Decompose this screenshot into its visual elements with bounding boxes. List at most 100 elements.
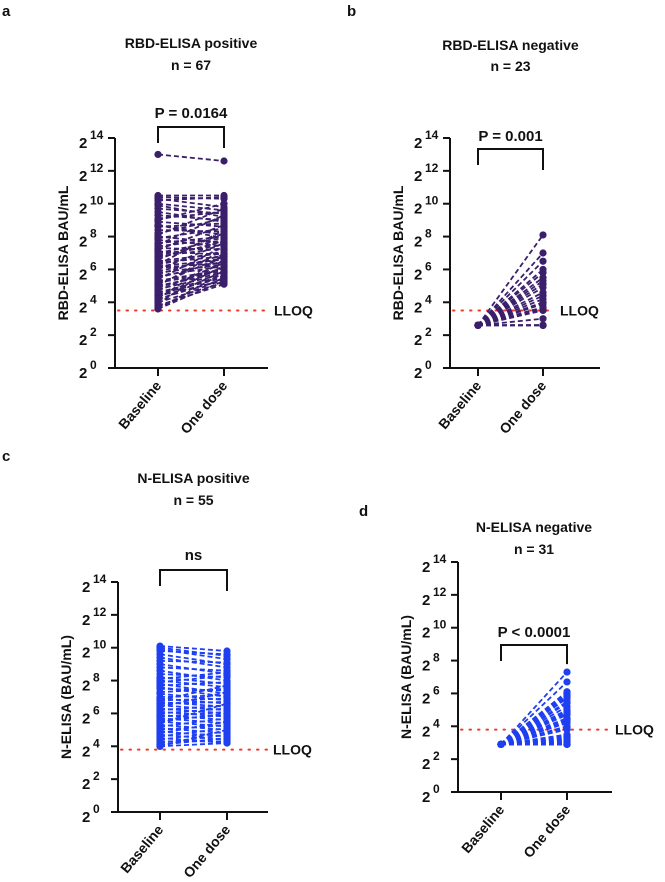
baseline-point xyxy=(156,718,164,726)
y-tick-base: 2 xyxy=(422,690,430,707)
baseline-point xyxy=(156,675,164,683)
one-dose-point xyxy=(539,257,547,265)
pair-line xyxy=(159,691,228,708)
y-tick-base: 2 xyxy=(414,168,422,185)
y-axis-label: N-ELISA (BAU/mL) xyxy=(398,615,414,739)
y-tick-base: 2 xyxy=(422,592,430,609)
x-tick-label: Baseline xyxy=(115,377,164,432)
y-tick-base: 2 xyxy=(414,365,422,382)
baseline-point xyxy=(474,321,482,329)
one-dose-point xyxy=(223,709,231,718)
chart-title: N-ELISA negative xyxy=(476,519,592,535)
y-tick-base: 2 xyxy=(422,559,430,576)
baseline-point xyxy=(154,216,162,224)
pair-line xyxy=(159,728,228,748)
baseline-point xyxy=(154,150,162,159)
pair-line xyxy=(477,268,544,326)
pair-line xyxy=(157,275,225,294)
pair-line xyxy=(157,224,225,251)
one-dose-point xyxy=(220,211,228,219)
panel-letter: b xyxy=(347,3,356,20)
y-tick-exponent: 10 xyxy=(90,194,104,208)
pair-line xyxy=(159,707,228,715)
pair-line xyxy=(159,742,228,748)
pair-line xyxy=(157,202,225,222)
one-dose-point xyxy=(220,262,228,270)
pair-line xyxy=(157,235,225,245)
x-tick-label: One dose xyxy=(180,821,233,877)
x-tick-label: One dose xyxy=(177,377,230,436)
y-axis-label: N-ELISA (BAU/mL) xyxy=(58,635,74,759)
significance-bracket xyxy=(477,148,544,170)
pair-line xyxy=(500,671,568,745)
y-tick-exponent: 10 xyxy=(425,194,439,208)
y-tick-exponent: 12 xyxy=(90,161,104,175)
baseline-point xyxy=(154,305,162,313)
y-axis-label: RBD-ELISA BAU/mL xyxy=(390,185,406,320)
baseline-point xyxy=(154,295,162,303)
y-tick-exponent: 0 xyxy=(90,358,97,372)
chart-title: RBD-ELISA positive xyxy=(125,35,258,51)
y-tick-base: 2 xyxy=(82,678,90,695)
significance-label: P < 0.0001 xyxy=(498,624,571,641)
one-dose-point xyxy=(220,205,228,213)
one-dose-point xyxy=(563,740,571,748)
panel-letter: a xyxy=(2,3,11,20)
pair-line xyxy=(500,697,568,746)
y-tick-base: 2 xyxy=(79,299,87,316)
panel-letter: d xyxy=(359,503,368,520)
y-tick-base: 2 xyxy=(414,332,422,349)
y-tick-exponent: 14 xyxy=(90,128,104,142)
y-tick-exponent: 4 xyxy=(90,292,97,306)
pair-line xyxy=(157,253,225,300)
y-tick-base: 2 xyxy=(414,299,422,316)
pair-line xyxy=(159,712,228,723)
one-dose-point xyxy=(223,699,231,708)
pair-line xyxy=(157,248,225,287)
x-tick-label: Baseline xyxy=(117,821,166,876)
pair-line xyxy=(157,280,225,310)
one-dose-point xyxy=(220,193,228,201)
y-tick-base: 2 xyxy=(82,645,90,662)
one-dose-point xyxy=(563,668,571,676)
chart-subtitle: n = 23 xyxy=(490,58,530,74)
baseline-point xyxy=(154,241,162,249)
x-tick-label: One dose xyxy=(496,377,549,436)
y-tick-base: 2 xyxy=(422,723,430,740)
one-dose-point xyxy=(220,277,228,285)
y-tick-exponent: 8 xyxy=(425,227,432,241)
significance-label: ns xyxy=(185,547,203,564)
pair-line xyxy=(157,250,225,266)
y-tick-exponent: 14 xyxy=(433,552,447,566)
y-tick-exponent: 4 xyxy=(433,716,440,730)
y-tick-base: 2 xyxy=(422,789,430,806)
one-dose-point xyxy=(223,739,231,747)
y-tick-base: 2 xyxy=(79,234,87,251)
significance-bracket xyxy=(159,569,228,591)
pair-line xyxy=(157,232,225,261)
y-tick-exponent: 2 xyxy=(425,325,432,339)
y-tick-exponent: 6 xyxy=(93,703,100,717)
lloq-label: LLOQ xyxy=(560,303,599,319)
pair-line xyxy=(477,260,544,326)
pair-line xyxy=(157,227,225,240)
pair-line xyxy=(157,245,225,281)
y-tick-exponent: 14 xyxy=(425,128,439,142)
significance-bracket xyxy=(500,644,568,665)
y-tick-exponent: 0 xyxy=(425,358,432,372)
y-tick-exponent: 4 xyxy=(425,292,432,306)
y-tick-exponent: 10 xyxy=(93,638,107,652)
pair-line xyxy=(477,309,544,327)
one-dose-point xyxy=(220,255,228,264)
pair-line xyxy=(157,258,225,305)
pair-line xyxy=(159,645,228,652)
y-tick-exponent: 10 xyxy=(433,618,447,632)
y-tick-base: 2 xyxy=(414,266,422,283)
y-tick-base: 2 xyxy=(79,168,87,185)
y-tick-base: 2 xyxy=(82,710,90,727)
pair-line xyxy=(157,253,225,276)
one-dose-point xyxy=(223,650,231,658)
